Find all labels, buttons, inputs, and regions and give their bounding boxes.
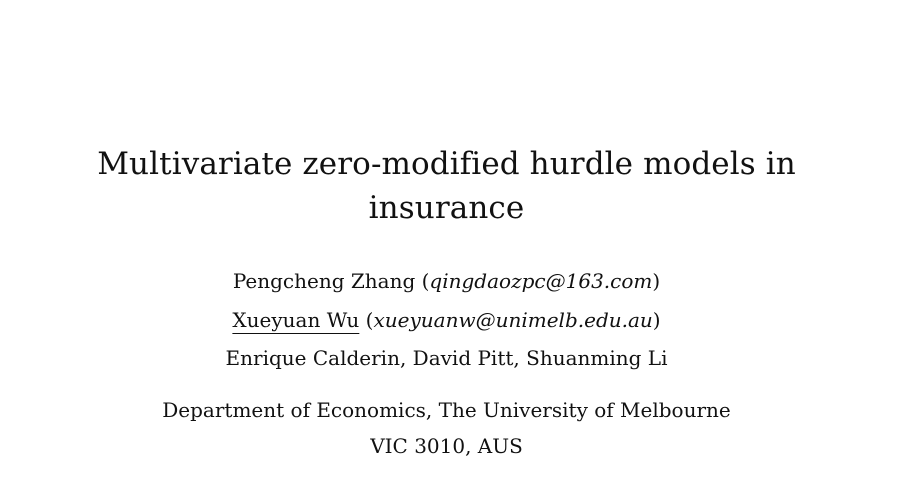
corresponding-author-name: Xueyuan Wu [232,307,360,332]
author-line-2: Xueyuan Wu (xueyuanw@unimelb.edu.au) [232,307,661,332]
author-list: Pengcheng Zhang (qingdaozpc@163.com) Xue… [0,262,893,378]
paper-title: Multivariate zero-modified hurdle models… [0,142,893,230]
author-email: qingdaozpc@163.com [429,269,653,293]
author-name: Pengcheng Zhang [232,269,416,293]
author-line-1: Pengcheng Zhang (qingdaozpc@163.com) [232,269,661,293]
title-line-1: Multivariate zero-modified hurdle models… [97,146,796,182]
co-authors: Enrique Calderin, David Pitt, Shuanming … [225,346,668,370]
affiliation: Department of Economics, The University … [0,392,893,464]
author-email: xueyuanw@unimelb.edu.au [373,307,653,332]
affiliation-address: VIC 3010, AUS [370,434,523,458]
affiliation-department: Department of Economics, The University … [162,398,731,422]
title-line-2: insurance [368,190,525,226]
